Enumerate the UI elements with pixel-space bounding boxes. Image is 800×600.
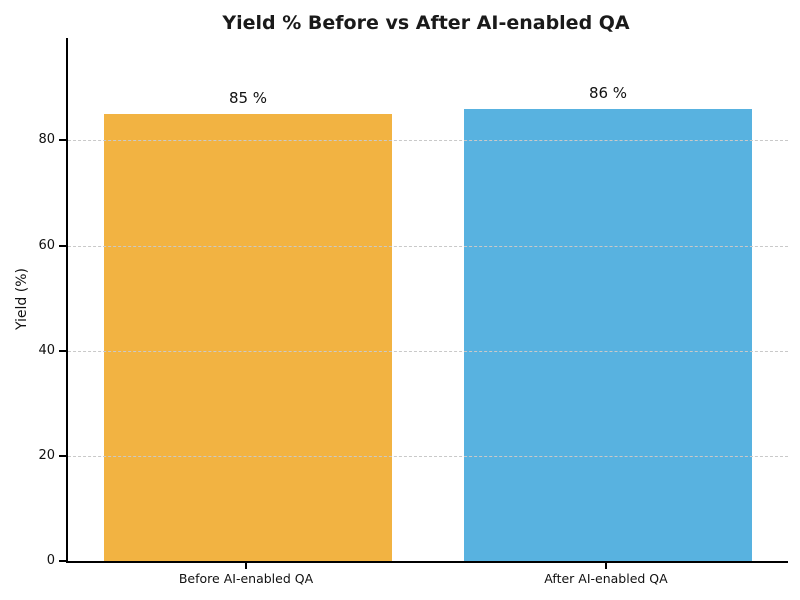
y-tick-mark <box>59 244 66 247</box>
x-tick-label-before: Before AI-enabled QA <box>178 571 314 586</box>
x-tick-label-after: After AI-enabled QA <box>544 571 668 586</box>
y-axis-label: Yield (%) <box>14 267 30 331</box>
plot-area: 85 % 86 % <box>66 38 788 563</box>
bar-value-label: 86 % <box>588 84 628 102</box>
y-tick-mark <box>59 349 66 352</box>
y-tick-label: 20 <box>38 447 55 463</box>
gridline-80 <box>68 140 788 142</box>
chart-title: Yield % Before vs After AI-enabled QA <box>222 12 630 34</box>
x-tick-mark <box>245 563 247 569</box>
y-tick-label: 80 <box>38 132 55 148</box>
gridline-40 <box>68 350 788 352</box>
y-tick-mark <box>59 454 66 457</box>
y-tick-label: 0 <box>46 553 55 568</box>
y-tick-label: 60 <box>38 237 55 253</box>
y-tick-mark <box>59 560 66 562</box>
bar-before <box>104 114 392 561</box>
bar-value-label: 85 % <box>228 89 268 107</box>
gridline-20 <box>68 455 788 457</box>
y-tick-mark <box>59 139 66 142</box>
y-tick-label: 40 <box>38 342 55 358</box>
bar-after <box>464 109 752 561</box>
x-tick-mark <box>605 563 607 569</box>
gridline-60 <box>68 245 788 247</box>
